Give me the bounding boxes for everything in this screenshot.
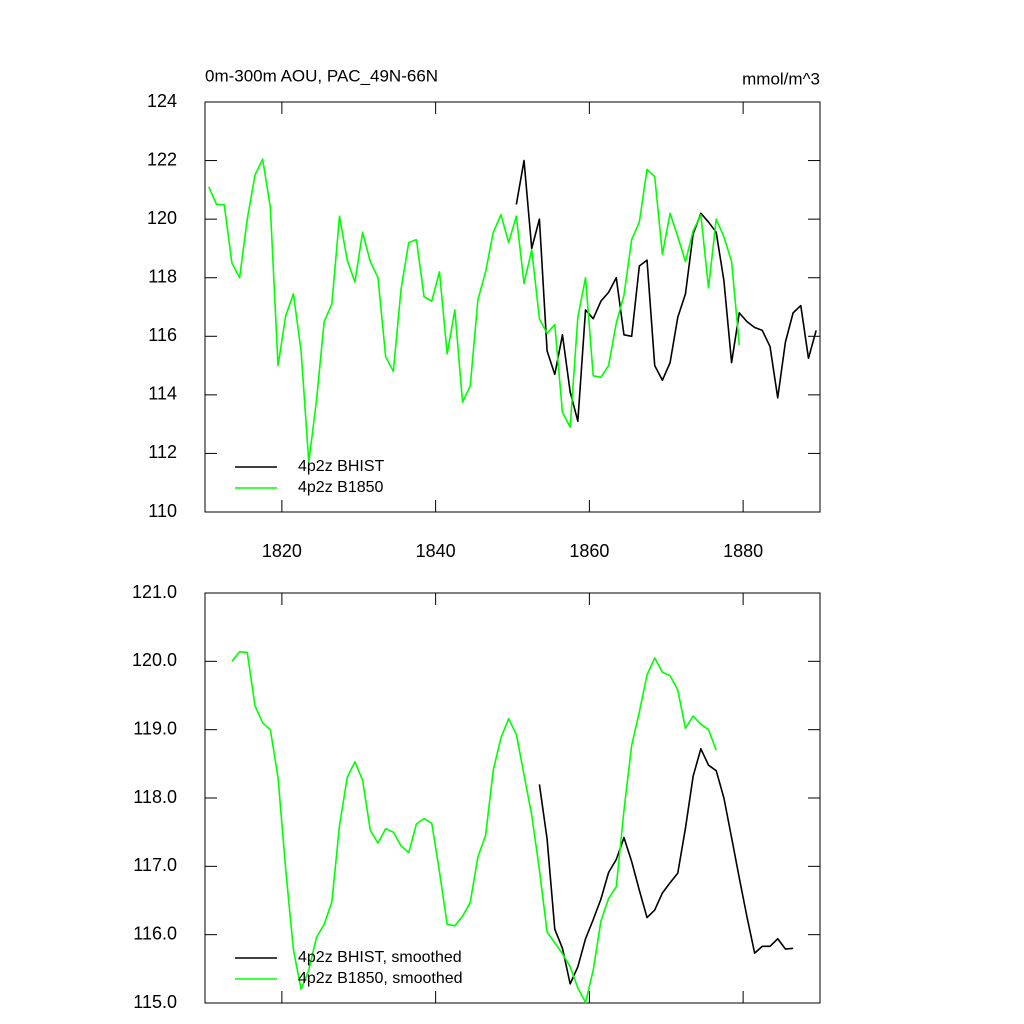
plot-frame [204,592,821,1004]
series-line [231,650,717,1004]
y-tick-label: 122 [147,149,177,169]
y-tick-label: 115.0 [133,992,177,1012]
x-tick-label: 1880 [723,541,763,561]
legend-label: 4p2z B1850 [298,479,384,496]
x-tick-label: 1840 [416,541,456,561]
legend-label: 4p2z B1850, smoothed [298,970,463,987]
legend-label: 4p2z BHIST, smoothed [298,949,462,966]
y-tick-label: 116.0 [133,923,177,943]
y-tick-label: 120.0 [132,650,177,670]
x-tick-label: 1860 [569,541,609,561]
series-line [208,158,741,464]
y-tick-label: 117.0 [133,855,177,875]
y-tick-label: 119.0 [133,718,177,738]
y-tick-label: 110 [148,501,177,521]
legend-label: 4p2z BHIST [298,458,384,475]
y-tick-label: 120 [147,208,177,228]
y-tick-label: 121.0 [132,582,177,602]
y-tick-label: 118.0 [133,787,177,807]
plot-frame [204,101,821,513]
y-tick-label: 112 [148,442,177,462]
y-tick-label: 114 [148,384,177,404]
x-tick-label: 1820 [262,541,302,561]
y-tick-label: 116 [148,325,177,345]
series-line [538,748,794,985]
chart-title: 0m-300m AOU, PAC_49N-66N [205,66,438,85]
series-line [515,159,817,423]
y-tick-label: 124 [147,91,177,111]
units-label: mmol/m^3 [742,69,820,88]
y-tick-label: 118 [148,266,177,286]
